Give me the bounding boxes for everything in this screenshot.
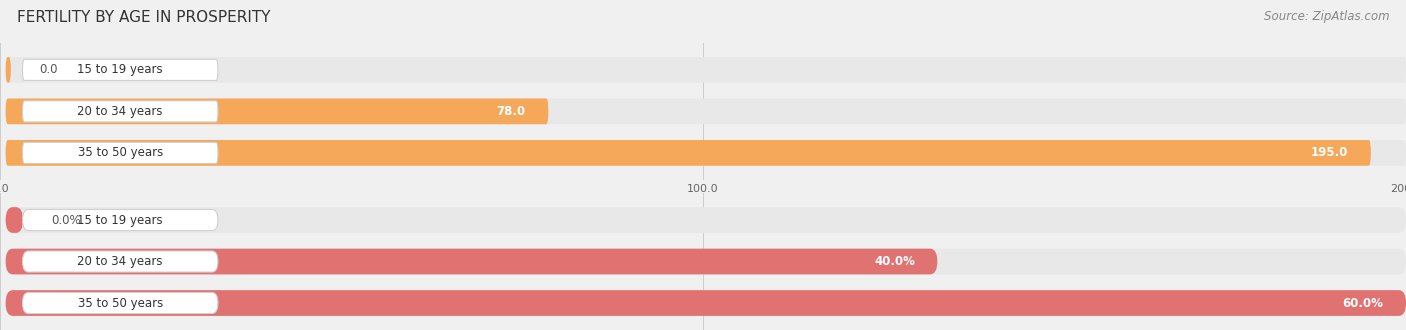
FancyBboxPatch shape <box>6 249 1406 274</box>
FancyBboxPatch shape <box>6 140 1371 166</box>
FancyBboxPatch shape <box>6 140 1406 166</box>
Text: 20 to 34 years: 20 to 34 years <box>77 255 163 268</box>
FancyBboxPatch shape <box>6 290 1406 316</box>
Text: 15 to 19 years: 15 to 19 years <box>77 63 163 76</box>
FancyBboxPatch shape <box>6 57 1406 83</box>
Text: Source: ZipAtlas.com: Source: ZipAtlas.com <box>1264 10 1389 23</box>
Text: 35 to 50 years: 35 to 50 years <box>77 147 163 159</box>
FancyBboxPatch shape <box>22 101 218 122</box>
FancyBboxPatch shape <box>22 292 218 314</box>
Text: 35 to 50 years: 35 to 50 years <box>77 297 163 310</box>
FancyBboxPatch shape <box>6 207 22 233</box>
Text: FERTILITY BY AGE IN PROSPERITY: FERTILITY BY AGE IN PROSPERITY <box>17 10 270 25</box>
FancyBboxPatch shape <box>22 251 218 272</box>
FancyBboxPatch shape <box>6 207 1406 233</box>
FancyBboxPatch shape <box>6 99 1406 124</box>
FancyBboxPatch shape <box>6 57 11 83</box>
FancyBboxPatch shape <box>22 142 218 163</box>
Text: 195.0: 195.0 <box>1310 147 1348 159</box>
Text: 60.0%: 60.0% <box>1343 297 1384 310</box>
Text: 0.0%: 0.0% <box>51 214 80 226</box>
FancyBboxPatch shape <box>6 290 1406 316</box>
FancyBboxPatch shape <box>22 59 218 81</box>
Text: 0.0: 0.0 <box>39 63 58 76</box>
Text: 20 to 34 years: 20 to 34 years <box>77 105 163 118</box>
Text: 78.0: 78.0 <box>496 105 526 118</box>
FancyBboxPatch shape <box>6 99 548 124</box>
Text: 15 to 19 years: 15 to 19 years <box>77 214 163 226</box>
FancyBboxPatch shape <box>22 210 218 231</box>
Text: 40.0%: 40.0% <box>875 255 915 268</box>
FancyBboxPatch shape <box>6 249 938 274</box>
